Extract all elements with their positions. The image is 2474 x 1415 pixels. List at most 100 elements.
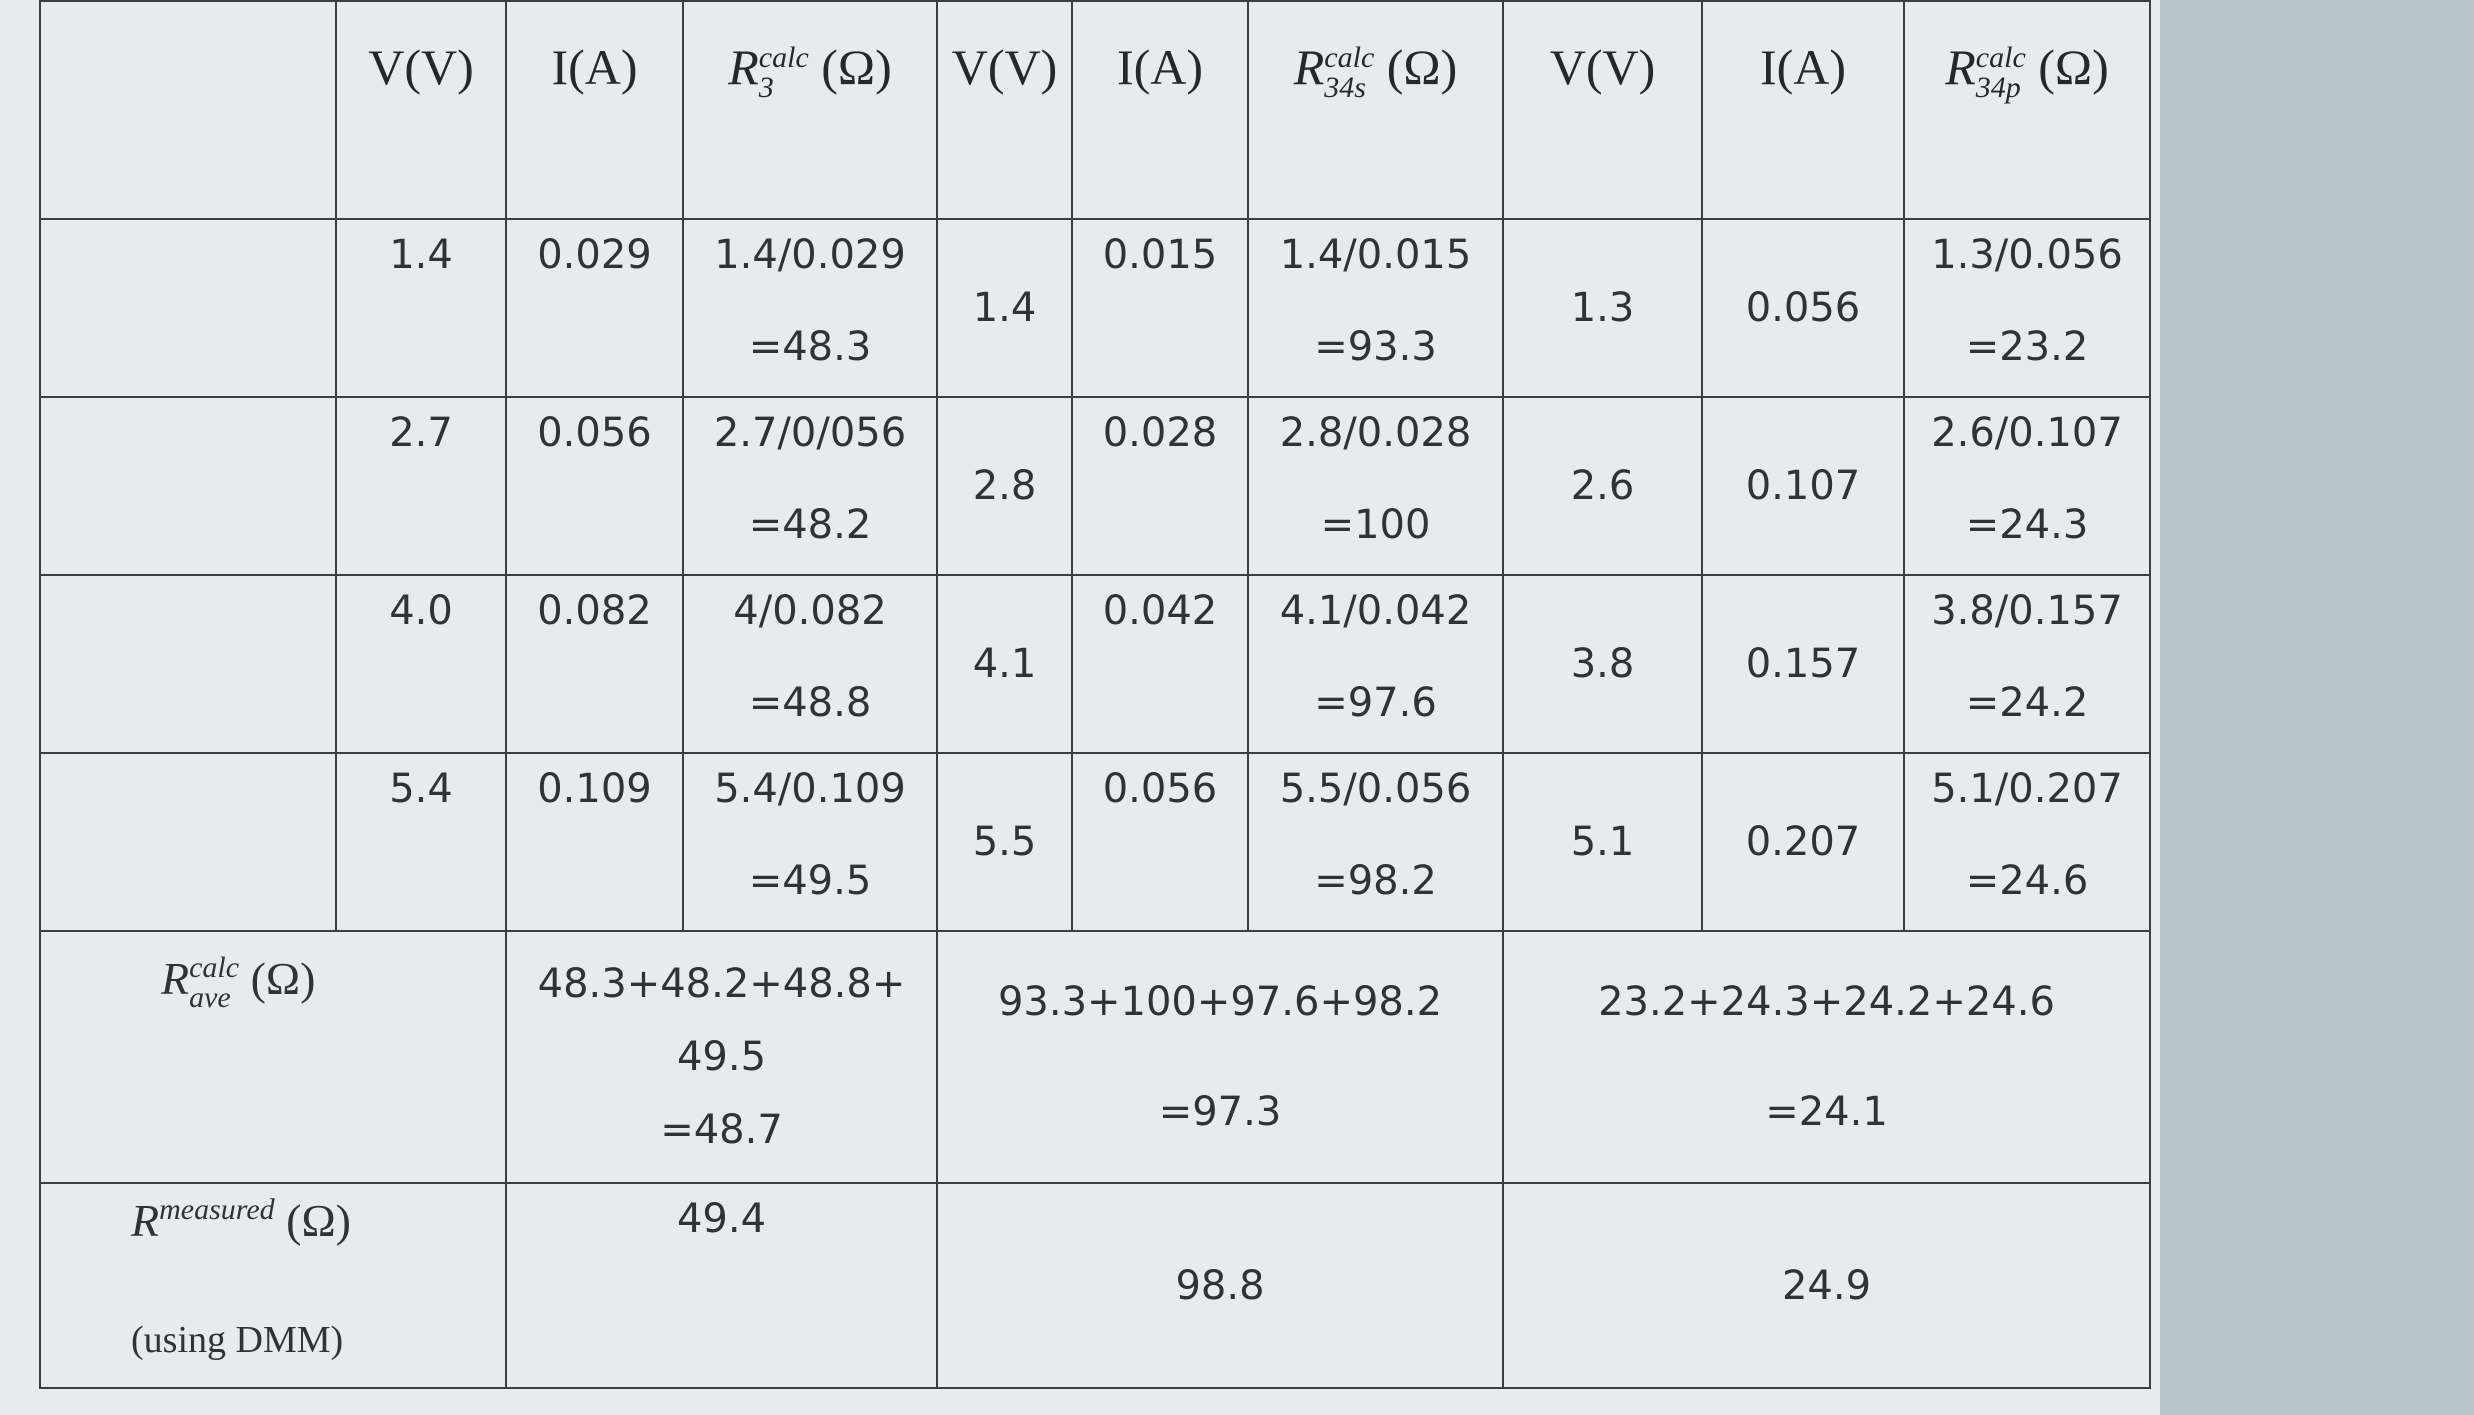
scripts: calc 34s <box>1324 42 1374 103</box>
unit: (Ω) <box>1386 39 1458 95</box>
current-cell: 0.082 <box>505 574 684 754</box>
calc-line: 5.5/0.056 <box>1279 766 1472 812</box>
average-line: 49.5 <box>676 1033 767 1080</box>
calc-lines: 4.1/0.042 =97.6 <box>1249 576 1502 726</box>
unit: (Ω) <box>286 1195 351 1246</box>
voltage-cell: 5.5 <box>936 752 1073 932</box>
calc-line: =97.6 <box>1314 680 1437 726</box>
average-line: 48.3+48.2+48.8+ <box>537 960 906 1007</box>
calc-lines: 5.5/0.056 =98.2 <box>1249 754 1502 904</box>
resistance-cell: 5.5/0.056 =98.2 <box>1247 752 1504 932</box>
resistance-cell: 4.1/0.042 =97.6 <box>1247 574 1504 754</box>
current-cell: 0.109 <box>505 752 684 932</box>
calc-line: =48.2 <box>748 502 872 548</box>
superscript: calc <box>758 40 809 74</box>
calc-line: 1.4/0.029 <box>714 232 906 278</box>
current-cell: 0.015 <box>1071 218 1249 398</box>
header-cell: I(A) <box>1701 0 1905 220</box>
calc-line: 2.8/0.028 <box>1279 410 1472 456</box>
resistance-cell: 1.4/0.029 =48.3 <box>682 218 938 398</box>
calc-line: =49.5 <box>748 858 872 904</box>
average-line: =97.3 <box>1158 1089 1282 1135</box>
current-cell: 0.056 <box>505 396 684 576</box>
voltage-cell: 2.6 <box>1502 396 1703 576</box>
current-cell: 0.029 <box>505 218 684 398</box>
average-line: =48.7 <box>660 1107 783 1154</box>
scripts: measured <box>159 1195 275 1255</box>
calc-line: =48.8 <box>748 680 872 726</box>
subscript: 3 <box>758 70 774 104</box>
average-cell: 23.2+24.3+24.2+24.6 =24.1 <box>1502 930 2151 1184</box>
current-cell: 0.056 <box>1071 752 1249 932</box>
current-cell: 0.042 <box>1071 574 1249 754</box>
average-lines: 93.3+100+97.6+98.2 =97.3 <box>938 947 1502 1167</box>
header-cell: V(V) <box>335 0 507 220</box>
symbol: R <box>131 1195 160 1246</box>
voltage-cell: 3.8 <box>1502 574 1703 754</box>
current-cell: 0.157 <box>1701 574 1905 754</box>
data-row: 2.7 0.056 2.7/0/056 =48.2 2.8 0.028 2.8/0.028 =… <box>39 396 2151 576</box>
average-lines: 48.3+48.2+48.8+ 49.5 =48.7 <box>507 947 936 1167</box>
calc-line: 1.4/0.015 <box>1279 232 1472 278</box>
voltage-cell: 2.7 <box>335 396 507 576</box>
measured-cell: 98.8 <box>936 1182 1504 1389</box>
voltage-cell: 1.4 <box>936 218 1073 398</box>
calc-line: =48.3 <box>748 324 872 370</box>
average-cell: 48.3+48.2+48.8+ 49.5 =48.7 <box>505 930 938 1184</box>
header-cell: I(A) <box>1071 0 1249 220</box>
unit: (Ω) <box>250 953 316 1004</box>
empty-cell <box>39 752 337 932</box>
superscript: measured <box>159 1193 275 1227</box>
calc-lines: 2.7/0/056 =48.2 <box>684 398 936 548</box>
calc-lines: 1.4/0.015 =93.3 <box>1249 220 1502 370</box>
calc-lines: 2.8/0.028 =100 <box>1249 398 1502 548</box>
calc-line: 4.1/0.042 <box>1279 588 1472 634</box>
resistance-cell: 2.6/0.107 =24.3 <box>1903 396 2151 576</box>
empty-cell <box>39 396 337 576</box>
average-line: 93.3+100+97.6+98.2 <box>997 979 1443 1025</box>
calc-lines: 2.6/0.107 =24.3 <box>1905 398 2149 548</box>
measured-cell: 49.4 <box>505 1182 938 1389</box>
data-row: 1.4 0.029 1.4/0.029 =48.3 1.4 0.015 1.4/0.015 =… <box>39 218 2151 398</box>
average-cell: 93.3+100+97.6+98.2 =97.3 <box>936 930 1504 1184</box>
header-cell: V(V) <box>936 0 1073 220</box>
voltage-cell: 1.3 <box>1502 218 1703 398</box>
unit: (Ω) <box>2038 39 2109 95</box>
symbol: R <box>1293 39 1325 95</box>
corner-cell <box>39 0 337 220</box>
calc-line: =100 <box>1320 502 1431 548</box>
subscript: 34p <box>1975 70 2021 104</box>
scripts: calc ave <box>189 953 239 1013</box>
resistance-cell: 1.3/0.056 =23.2 <box>1903 218 2151 398</box>
voltage-cell: 5.4 <box>335 752 507 932</box>
data-row: 5.4 0.109 5.4/0.109 =49.5 5.5 0.056 5.5/0.056 =… <box>39 752 2151 932</box>
resistance-cell: 2.7/0/056 =48.2 <box>682 396 938 576</box>
data-row: 4.0 0.082 4/0.082 =48.8 4.1 0.042 4.1/0.042 =97… <box>39 574 2151 754</box>
subscript: ave <box>189 981 231 1015</box>
unit: (Ω) <box>821 39 892 95</box>
header-cell: I(A) <box>505 0 684 220</box>
calc-line: =24.2 <box>1965 680 2089 726</box>
resistance-cell: 3.8/0.157 =24.2 <box>1903 574 2151 754</box>
calc-line: 1.3/0.056 <box>1931 232 2123 278</box>
average-lines: 23.2+24.3+24.2+24.6 =24.1 <box>1504 947 2149 1167</box>
superscript: calc <box>1975 40 2026 74</box>
header-cell: V(V) <box>1502 0 1703 220</box>
resistance-cell: 4/0.082 =48.8 <box>682 574 938 754</box>
calc-line: =23.2 <box>1965 324 2089 370</box>
average-line: =24.1 <box>1765 1089 1888 1135</box>
note: (using DMM) <box>131 1319 344 1361</box>
empty-cell <box>39 218 337 398</box>
resistance-cell: 2.8/0.028 =100 <box>1247 396 1504 576</box>
current-cell: 0.207 <box>1701 752 1905 932</box>
current-cell: 0.028 <box>1071 396 1249 576</box>
calc-line: 5.1/0.207 <box>1931 766 2123 812</box>
